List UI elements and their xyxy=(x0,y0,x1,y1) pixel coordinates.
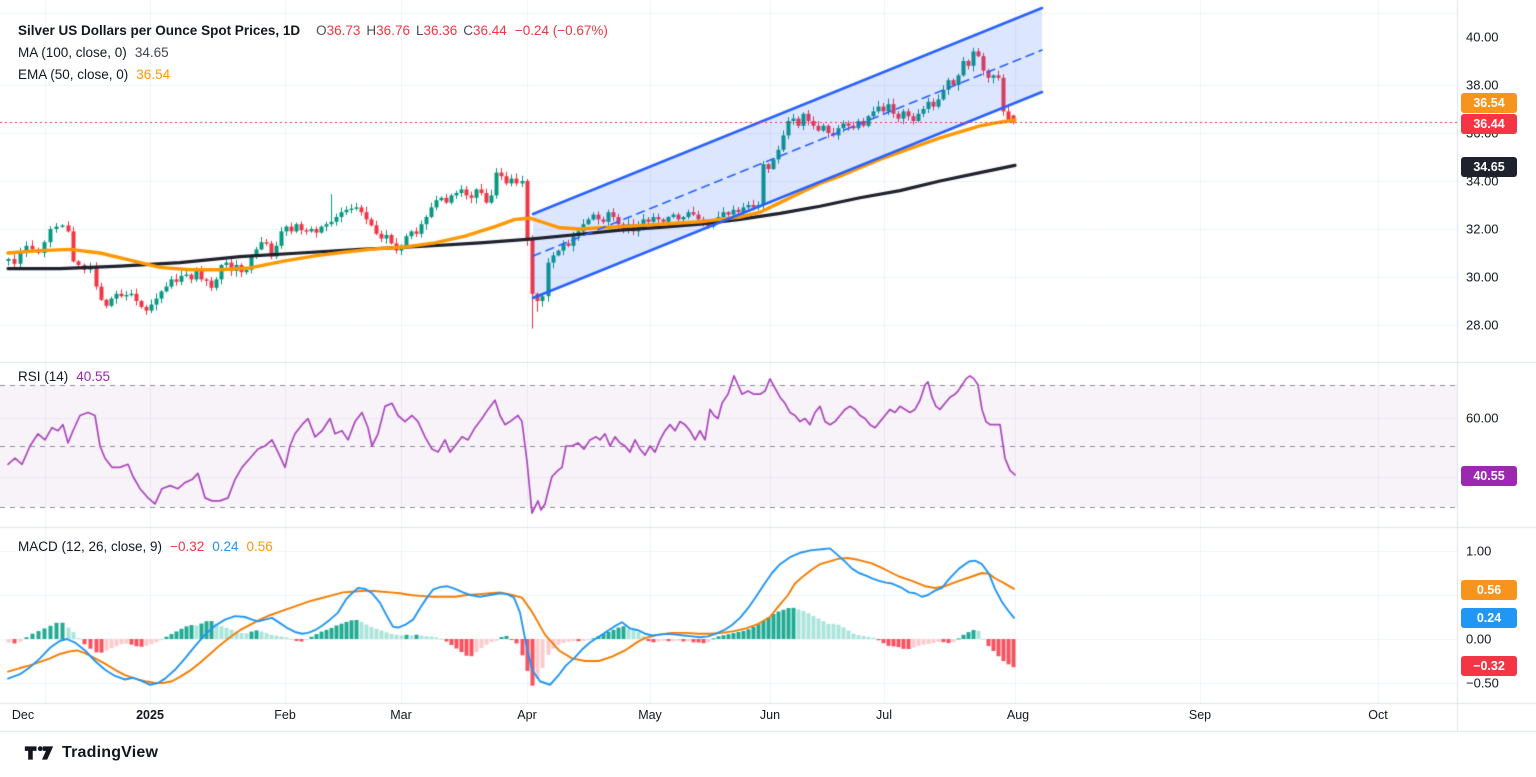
macd-legend[interactable]: MACD (12, 26, close, 9) −0.32 0.24 0.56 xyxy=(18,536,273,558)
ma-price-badge: 34.65 xyxy=(1461,157,1517,177)
tradingview-logo-icon[interactable] xyxy=(24,744,54,762)
time-axis-label: Aug xyxy=(1006,708,1030,722)
rsi-legend[interactable]: RSI (14) 40.55 xyxy=(18,366,110,388)
macd-value: −0.32 xyxy=(170,539,205,554)
macd-line-badge: 0.24 xyxy=(1461,608,1517,628)
price-change: −0.24 (−0.67%) xyxy=(514,23,608,38)
ohlc-value: 36.73 xyxy=(326,23,361,38)
ema-label: EMA (50, close, 0) xyxy=(18,67,129,82)
macd-hist-badge: −0.32 xyxy=(1461,656,1517,676)
time-axis-label: Jul xyxy=(876,708,892,722)
macd-signal-badge: 0.56 xyxy=(1461,580,1517,600)
time-axis-label: May xyxy=(638,708,662,722)
rsi-value: 40.55 xyxy=(76,369,111,384)
ohlc-letter: C xyxy=(463,23,474,38)
time-axis-label: Oct xyxy=(1368,708,1388,722)
time-axis-label: Jun xyxy=(759,708,781,722)
price-axis-label: 34.00 xyxy=(1466,173,1499,189)
price-axis-label: 38.00 xyxy=(1466,77,1499,93)
ma-value: 34.65 xyxy=(134,45,169,60)
price-axis-label: 32.00 xyxy=(1466,221,1499,237)
ohlc-value: 36.36 xyxy=(423,23,458,38)
ma-label: MA (100, close, 0) xyxy=(18,45,127,60)
ohlc-value: 36.44 xyxy=(473,23,507,38)
macd-value: 0.56 xyxy=(246,539,273,554)
price-axis-label: 0.00 xyxy=(1466,631,1492,647)
macd-values: −0.32 0.24 0.56 xyxy=(162,539,273,554)
macd-value: 0.24 xyxy=(212,539,239,554)
symbol-legend: Silver US Dollars per Ounce Spot Prices,… xyxy=(18,20,608,86)
ema-indicator-row[interactable]: EMA (50, close, 0) 36.54 xyxy=(18,64,608,86)
time-axis-label: Mar xyxy=(390,708,412,722)
price-axis-label: 30.00 xyxy=(1466,269,1499,285)
price-axis-label: 1.00 xyxy=(1466,543,1492,559)
time-axis-label: 2025 xyxy=(136,708,164,722)
time-axis-label: Sep xyxy=(1188,708,1212,722)
ma-indicator-row[interactable]: MA (100, close, 0) 34.65 xyxy=(18,42,608,64)
macd-label: MACD (12, 26, close, 9) xyxy=(18,539,163,554)
price-axis-label: −0.50 xyxy=(1466,675,1499,691)
time-axis-label: Dec xyxy=(11,708,35,722)
price-axis-label: 40.00 xyxy=(1466,29,1499,45)
time-axis-label: Apr xyxy=(517,708,537,722)
footer-branding: TradingView xyxy=(24,744,158,762)
ema-value: 36.54 xyxy=(136,67,171,82)
price-axis-label: 60.00 xyxy=(1466,410,1499,426)
rsi-label: RSI (14) xyxy=(18,369,69,384)
last-price-badge: 36.44 xyxy=(1461,114,1517,134)
ema-price-badge: 36.54 xyxy=(1461,93,1517,113)
ohlc-letter: L xyxy=(415,23,424,38)
rsi-value-badge: 40.55 xyxy=(1461,466,1517,486)
symbol-row[interactable]: Silver US Dollars per Ounce Spot Prices,… xyxy=(18,20,608,42)
time-axis-label: Feb xyxy=(274,708,296,722)
price-axis-label: 28.00 xyxy=(1466,317,1499,333)
symbol-title: Silver US Dollars per Ounce Spot Prices,… xyxy=(18,23,301,38)
ohlc-value: 36.76 xyxy=(376,23,410,38)
tradingview-brand-text[interactable]: TradingView xyxy=(62,744,159,761)
ohlc-values: O36.73 H36.76 L36.36 C36.44 xyxy=(310,23,507,38)
ohlc-letter: O xyxy=(316,23,327,38)
ohlc-letter: H xyxy=(366,23,377,38)
